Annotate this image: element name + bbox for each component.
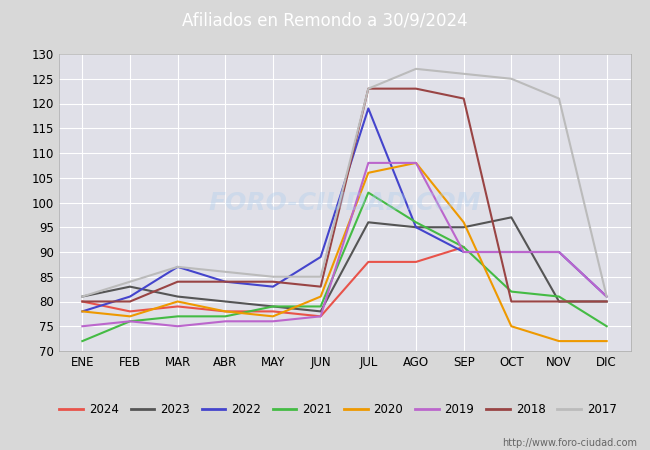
Text: http://www.foro-ciudad.com: http://www.foro-ciudad.com	[502, 438, 637, 448]
Text: Afiliados en Remondo a 30/9/2024: Afiliados en Remondo a 30/9/2024	[182, 11, 468, 29]
Text: FORO-CIUDAD.COM: FORO-CIUDAD.COM	[208, 190, 481, 215]
Legend: 2024, 2023, 2022, 2021, 2020, 2019, 2018, 2017: 2024, 2023, 2022, 2021, 2020, 2019, 2018…	[55, 398, 621, 421]
